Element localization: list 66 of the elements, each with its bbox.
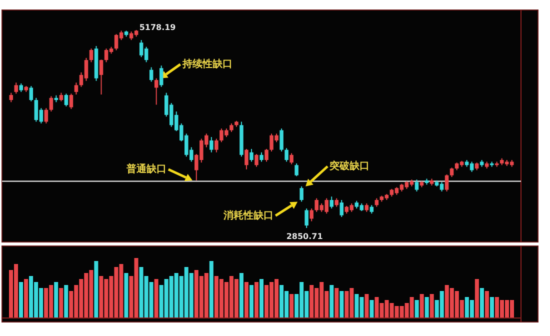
- bar: [244, 282, 248, 318]
- candlestick: [69, 93, 74, 110]
- bar: [480, 288, 484, 318]
- candlestick: [444, 174, 449, 192]
- bar: [330, 285, 334, 318]
- bar: [24, 279, 28, 318]
- candlestick: [260, 152, 264, 162]
- bar: [254, 282, 258, 318]
- candlestick: [14, 82, 18, 94]
- bar: [59, 288, 64, 318]
- candlestick: [214, 138, 218, 153]
- bar: [124, 273, 128, 318]
- bar: [334, 288, 339, 318]
- candlestick: [64, 93, 68, 107]
- bar: [370, 300, 374, 318]
- bar: [414, 300, 419, 318]
- candlestick: [154, 78, 158, 106]
- annotation: 普通缺口: [125, 163, 166, 176]
- candlestick: [159, 65, 164, 88]
- candlestick: [290, 152, 294, 165]
- text: 2850.71: [286, 232, 324, 242]
- bar: [19, 282, 24, 318]
- candlestick: [29, 85, 34, 102]
- bar: [154, 279, 158, 318]
- bar: [484, 291, 489, 318]
- annotation: 消耗性缺口: [222, 209, 274, 222]
- candlestick: [74, 82, 78, 95]
- candlestick: [250, 148, 254, 162]
- candlestick: [310, 208, 314, 222]
- bar: [290, 294, 294, 318]
- candlestick: [44, 108, 48, 124]
- bar: [474, 279, 479, 318]
- bar: [239, 273, 244, 318]
- candlestick: [414, 179, 419, 192]
- bar: [364, 294, 369, 318]
- candlestick: [340, 199, 344, 218]
- bar: [54, 282, 58, 318]
- bar: [94, 261, 98, 318]
- candlestick: [149, 66, 154, 82]
- annotation: 突破缺口: [328, 160, 370, 172]
- candlestick: [210, 136, 214, 153]
- candlestick: [89, 48, 94, 63]
- candlestick: [450, 167, 454, 178]
- candlestick: [264, 148, 268, 162]
- bar: [209, 261, 214, 318]
- annotation: 5178.19: [139, 23, 176, 32]
- candlestick: [9, 92, 14, 103]
- candlestick: [304, 208, 308, 228]
- bar: [424, 297, 429, 318]
- bar: [64, 285, 68, 318]
- bar: [340, 291, 344, 318]
- candlestick: [330, 196, 334, 209]
- candlestick: [244, 148, 248, 170]
- bar: [259, 279, 264, 318]
- candlestick: [254, 154, 258, 168]
- candlestick: [99, 59, 104, 95]
- candlestick: [49, 96, 54, 112]
- bar: [420, 294, 424, 318]
- candlestick: [294, 162, 298, 177]
- bar: [430, 294, 434, 318]
- bar: [249, 285, 254, 318]
- candlestick: [284, 148, 288, 162]
- annotation: 持续性缺口: [181, 58, 232, 70]
- candlestick: [300, 186, 304, 202]
- candlestick: [280, 128, 284, 152]
- bar: [490, 297, 494, 318]
